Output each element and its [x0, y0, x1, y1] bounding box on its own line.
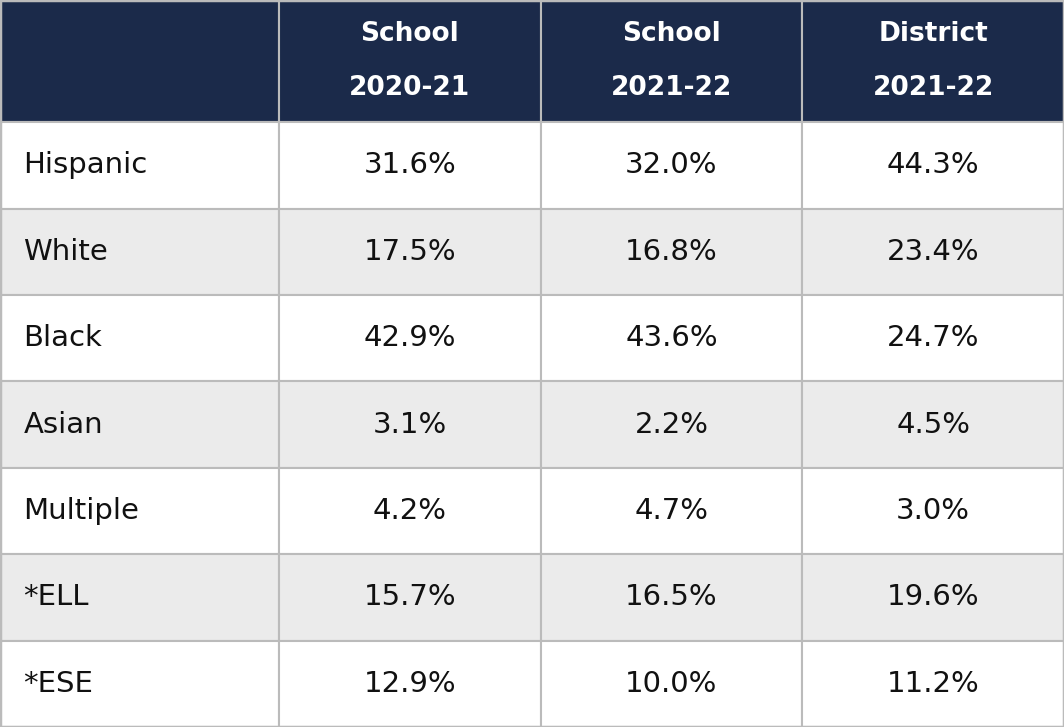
- Text: 4.2%: 4.2%: [372, 497, 447, 525]
- Text: *ELL: *ELL: [23, 583, 89, 611]
- Bar: [802, 382, 1064, 467]
- Text: 31.6%: 31.6%: [363, 151, 456, 180]
- Text: 12.9%: 12.9%: [363, 670, 456, 698]
- Bar: [541, 640, 802, 727]
- Bar: [0, 0, 279, 122]
- Text: 16.8%: 16.8%: [625, 238, 718, 266]
- Text: 3.0%: 3.0%: [896, 497, 970, 525]
- Bar: [541, 122, 802, 209]
- Bar: [0, 209, 279, 295]
- Text: *ESE: *ESE: [23, 670, 94, 698]
- Text: 4.5%: 4.5%: [896, 411, 970, 438]
- Bar: [0, 467, 279, 554]
- Text: School: School: [361, 21, 459, 47]
- Text: Asian: Asian: [23, 411, 103, 438]
- Bar: [802, 640, 1064, 727]
- Bar: [279, 122, 541, 209]
- Bar: [541, 382, 802, 467]
- Bar: [802, 295, 1064, 382]
- Bar: [0, 382, 279, 467]
- Bar: [541, 467, 802, 554]
- Text: 23.4%: 23.4%: [886, 238, 980, 266]
- Text: 3.1%: 3.1%: [372, 411, 447, 438]
- Bar: [279, 209, 541, 295]
- Text: 11.2%: 11.2%: [886, 670, 980, 698]
- Text: 10.0%: 10.0%: [626, 670, 717, 698]
- Bar: [541, 554, 802, 640]
- Text: 24.7%: 24.7%: [887, 324, 979, 352]
- Bar: [279, 382, 541, 467]
- Text: 2020-21: 2020-21: [349, 75, 470, 101]
- Bar: [541, 209, 802, 295]
- Bar: [279, 640, 541, 727]
- Text: 44.3%: 44.3%: [886, 151, 980, 180]
- Bar: [0, 640, 279, 727]
- Bar: [279, 0, 541, 122]
- Text: 17.5%: 17.5%: [363, 238, 456, 266]
- Bar: [0, 295, 279, 382]
- Text: District: District: [878, 21, 988, 47]
- Text: 16.5%: 16.5%: [625, 583, 718, 611]
- Text: 19.6%: 19.6%: [886, 583, 980, 611]
- Text: 42.9%: 42.9%: [364, 324, 455, 352]
- Bar: [279, 295, 541, 382]
- Bar: [541, 295, 802, 382]
- Bar: [802, 209, 1064, 295]
- Text: Multiple: Multiple: [23, 497, 139, 525]
- Text: Hispanic: Hispanic: [23, 151, 148, 180]
- Bar: [802, 554, 1064, 640]
- Text: 2021-22: 2021-22: [872, 75, 994, 101]
- Bar: [802, 122, 1064, 209]
- Text: 4.7%: 4.7%: [634, 497, 709, 525]
- Text: 15.7%: 15.7%: [363, 583, 456, 611]
- Text: White: White: [23, 238, 109, 266]
- Text: School: School: [622, 21, 720, 47]
- Text: 2021-22: 2021-22: [611, 75, 732, 101]
- Bar: [279, 554, 541, 640]
- Bar: [0, 554, 279, 640]
- Bar: [802, 0, 1064, 122]
- Bar: [0, 122, 279, 209]
- Text: 32.0%: 32.0%: [626, 151, 717, 180]
- Text: Black: Black: [23, 324, 102, 352]
- Text: 43.6%: 43.6%: [625, 324, 718, 352]
- Bar: [541, 0, 802, 122]
- Bar: [802, 467, 1064, 554]
- Bar: [279, 467, 541, 554]
- Text: 2.2%: 2.2%: [634, 411, 709, 438]
